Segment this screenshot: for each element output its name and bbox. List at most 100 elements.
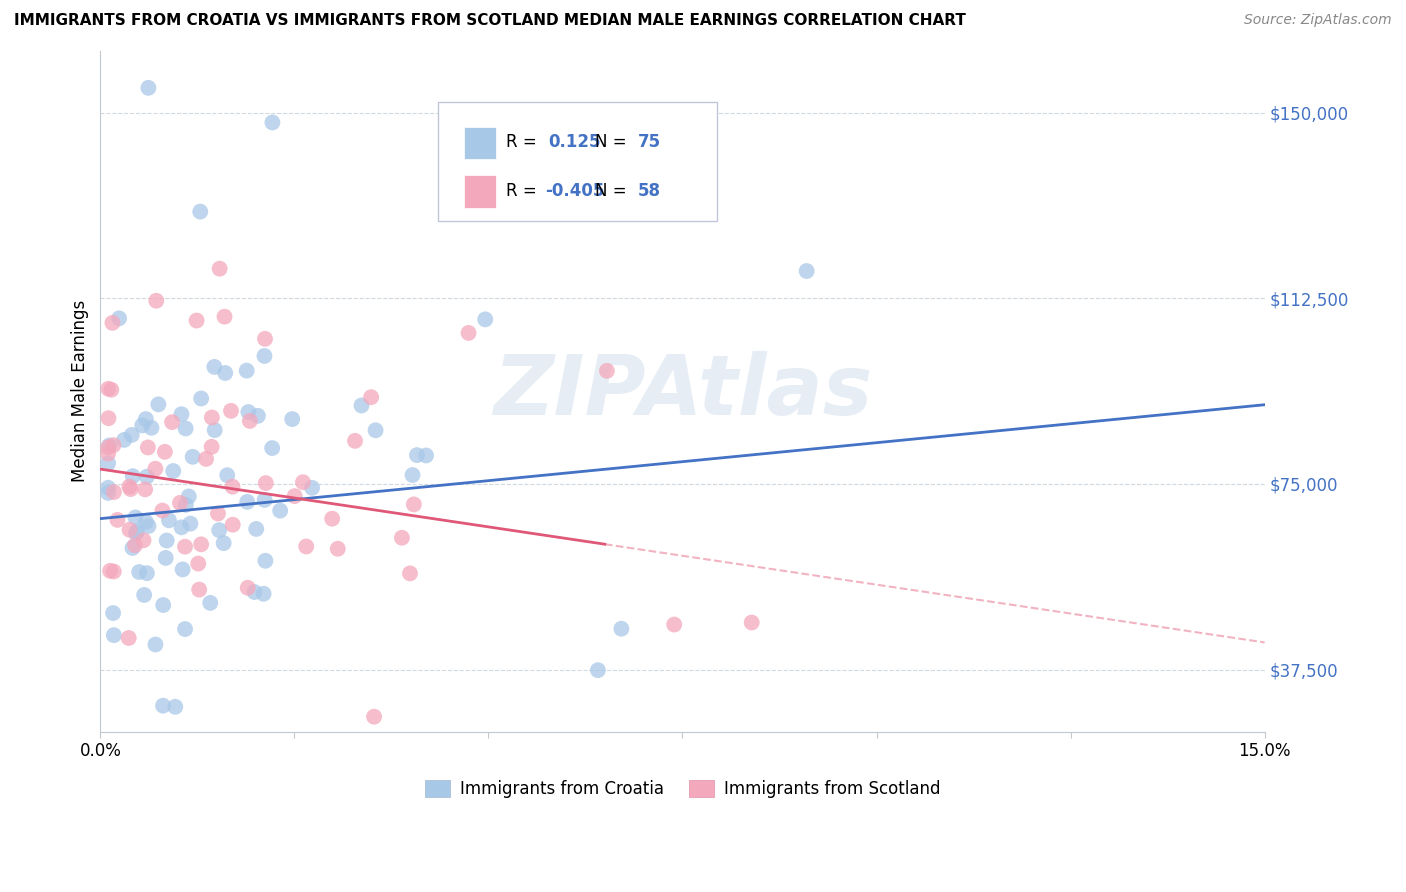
Point bbox=[360, 390, 382, 404]
Point bbox=[174, 421, 197, 435]
Point bbox=[243, 585, 266, 599]
Point bbox=[153, 445, 176, 459]
Point bbox=[152, 503, 174, 517]
Point bbox=[169, 496, 191, 510]
Point bbox=[186, 313, 208, 327]
Text: 58: 58 bbox=[638, 182, 661, 200]
Point bbox=[239, 414, 262, 428]
Point bbox=[200, 596, 222, 610]
Legend: Immigrants from Croatia, Immigrants from Scotland: Immigrants from Croatia, Immigrants from… bbox=[418, 773, 946, 805]
Point bbox=[262, 115, 284, 129]
Point bbox=[204, 423, 226, 437]
Point bbox=[208, 261, 231, 276]
Point bbox=[101, 606, 124, 620]
Point bbox=[284, 489, 307, 503]
Point bbox=[214, 310, 236, 324]
Point bbox=[98, 564, 121, 578]
Point bbox=[121, 428, 143, 442]
Point bbox=[135, 515, 157, 529]
Text: 75: 75 bbox=[638, 133, 661, 152]
Point bbox=[155, 550, 177, 565]
Text: IMMIGRANTS FROM CROATIA VS IMMIGRANTS FROM SCOTLAND MEDIAN MALE EARNINGS CORRELA: IMMIGRANTS FROM CROATIA VS IMMIGRANTS FR… bbox=[14, 13, 966, 29]
Point bbox=[97, 411, 120, 425]
Point bbox=[103, 565, 125, 579]
Point bbox=[165, 699, 187, 714]
Point bbox=[610, 622, 633, 636]
Point bbox=[364, 423, 387, 437]
Point bbox=[103, 438, 125, 452]
Point bbox=[254, 554, 277, 568]
Point bbox=[262, 441, 284, 455]
Text: Source: ZipAtlas.com: Source: ZipAtlas.com bbox=[1244, 13, 1392, 28]
Point bbox=[391, 531, 413, 545]
Point bbox=[134, 483, 156, 497]
Point bbox=[112, 433, 135, 447]
Point bbox=[402, 497, 425, 511]
Point bbox=[796, 264, 818, 278]
Point bbox=[221, 480, 243, 494]
Point bbox=[253, 349, 276, 363]
Point bbox=[138, 80, 160, 95]
FancyBboxPatch shape bbox=[439, 102, 717, 221]
Point bbox=[174, 498, 197, 512]
Text: R =: R = bbox=[506, 133, 536, 152]
Point bbox=[291, 475, 314, 490]
Point bbox=[177, 490, 200, 504]
Point bbox=[132, 533, 155, 548]
Point bbox=[741, 615, 763, 630]
Y-axis label: Median Male Earnings: Median Male Earnings bbox=[72, 300, 89, 483]
Point bbox=[326, 541, 349, 556]
Point bbox=[121, 469, 143, 483]
Point bbox=[145, 461, 167, 475]
Text: 0.125: 0.125 bbox=[548, 133, 602, 152]
Point bbox=[172, 562, 194, 576]
Point bbox=[179, 516, 201, 531]
Point bbox=[97, 447, 120, 461]
Point bbox=[202, 359, 225, 374]
Point bbox=[135, 469, 157, 483]
Point bbox=[295, 540, 318, 554]
Point bbox=[188, 204, 211, 219]
Point bbox=[120, 482, 142, 496]
Point bbox=[195, 451, 218, 466]
Point bbox=[344, 434, 367, 448]
FancyBboxPatch shape bbox=[464, 175, 496, 208]
Point bbox=[269, 503, 291, 517]
Point bbox=[190, 392, 212, 406]
Point bbox=[214, 366, 236, 380]
Point bbox=[253, 492, 276, 507]
Point bbox=[181, 450, 204, 464]
Point bbox=[399, 566, 422, 581]
Point bbox=[128, 565, 150, 579]
Point bbox=[98, 438, 121, 452]
Point bbox=[664, 617, 686, 632]
Point bbox=[156, 533, 179, 548]
Point bbox=[152, 598, 174, 612]
Point bbox=[145, 638, 167, 652]
Point bbox=[108, 311, 131, 326]
Point bbox=[236, 581, 259, 595]
Point bbox=[124, 538, 146, 552]
Point bbox=[350, 399, 373, 413]
Point bbox=[107, 513, 129, 527]
Point bbox=[281, 412, 304, 426]
Point bbox=[170, 520, 193, 534]
Point bbox=[97, 456, 120, 470]
Point bbox=[134, 588, 156, 602]
Point bbox=[254, 476, 277, 491]
Point bbox=[217, 468, 239, 483]
Point bbox=[222, 517, 245, 532]
Point bbox=[131, 418, 153, 433]
Point bbox=[207, 507, 229, 521]
Point bbox=[406, 448, 429, 462]
Point bbox=[187, 557, 209, 571]
Point bbox=[121, 541, 143, 555]
Point bbox=[401, 468, 423, 483]
Point bbox=[170, 407, 193, 421]
Point bbox=[174, 622, 197, 636]
Point bbox=[160, 415, 183, 429]
Point bbox=[245, 522, 267, 536]
Point bbox=[103, 485, 125, 500]
Point bbox=[415, 449, 437, 463]
Point bbox=[162, 464, 184, 478]
